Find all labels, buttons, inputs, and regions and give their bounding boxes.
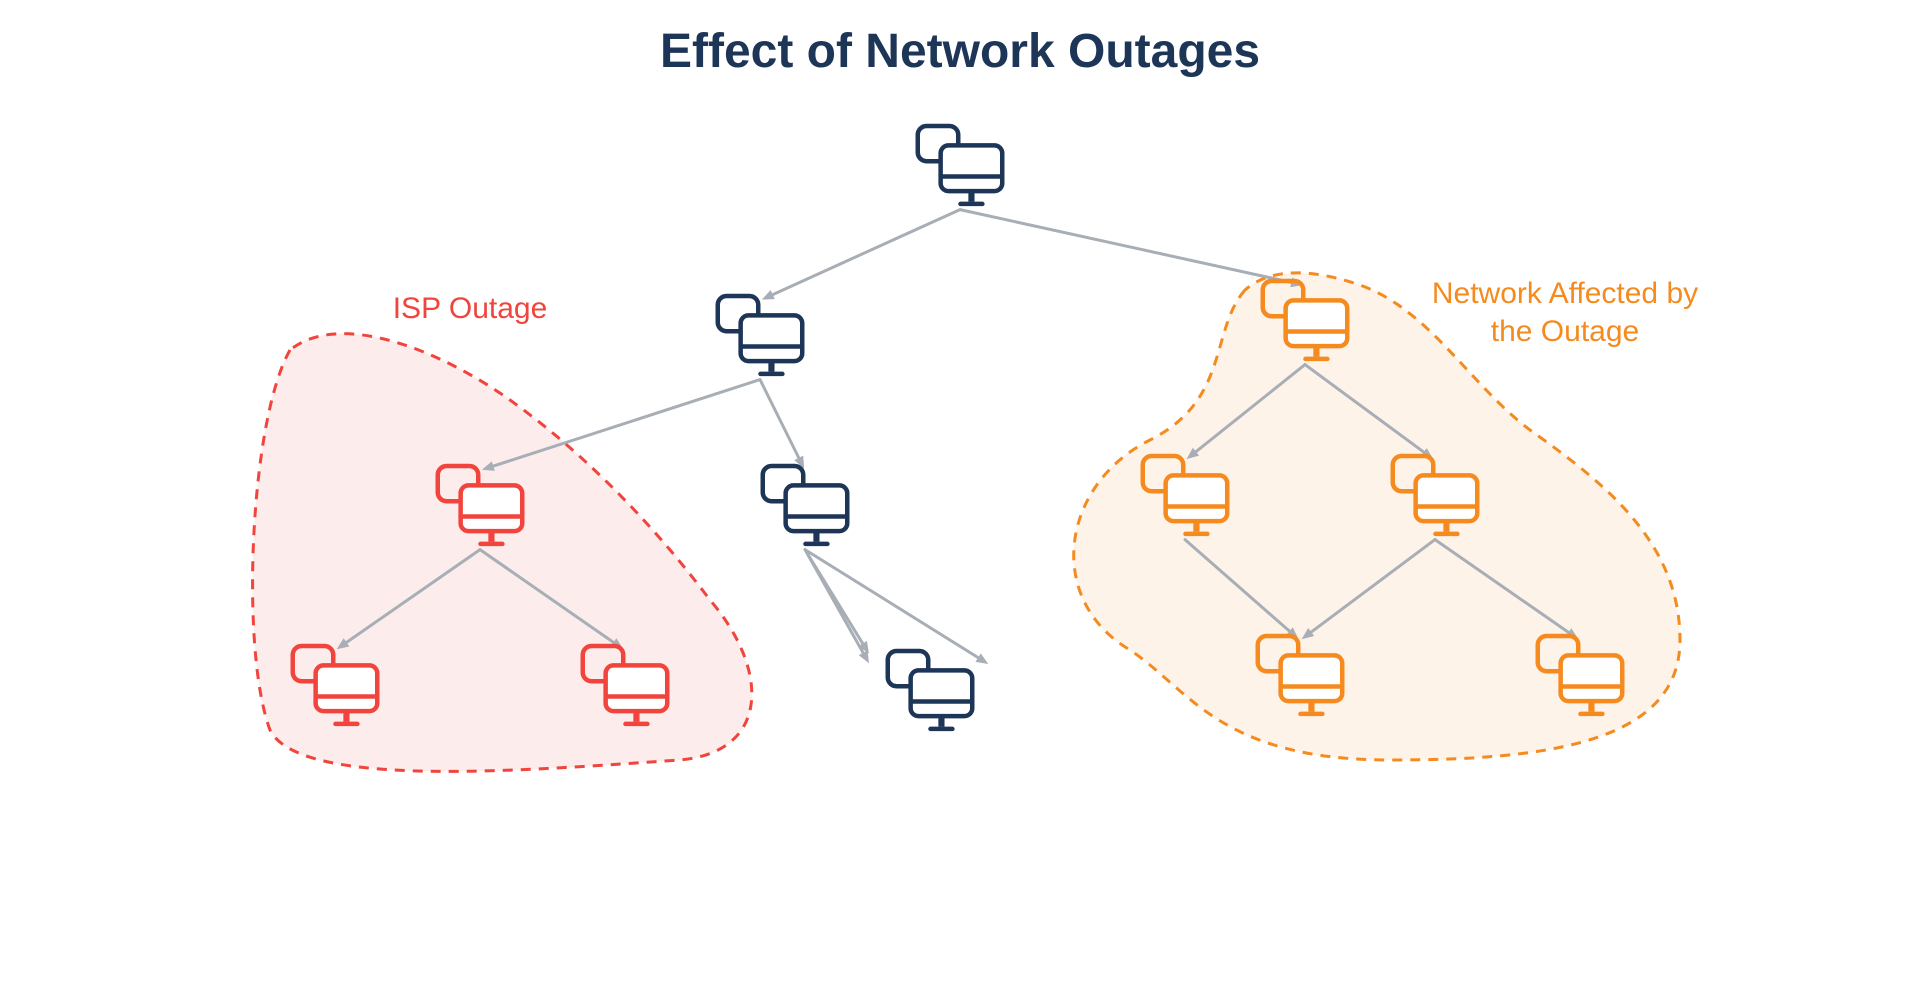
- diagram-canvas: Effect of Network Outages ISP Outage Net…: [210, 0, 1710, 790]
- computer-icon: [918, 126, 1002, 206]
- isp-outage-label: ISP Outage: [340, 290, 600, 328]
- diagram-svg-layer: [210, 0, 1710, 790]
- computer-icon: [718, 296, 802, 376]
- computer-icon: [888, 651, 972, 731]
- computer-icon: [763, 466, 847, 546]
- network-affected-label: Network Affected by the Outage: [1415, 275, 1715, 350]
